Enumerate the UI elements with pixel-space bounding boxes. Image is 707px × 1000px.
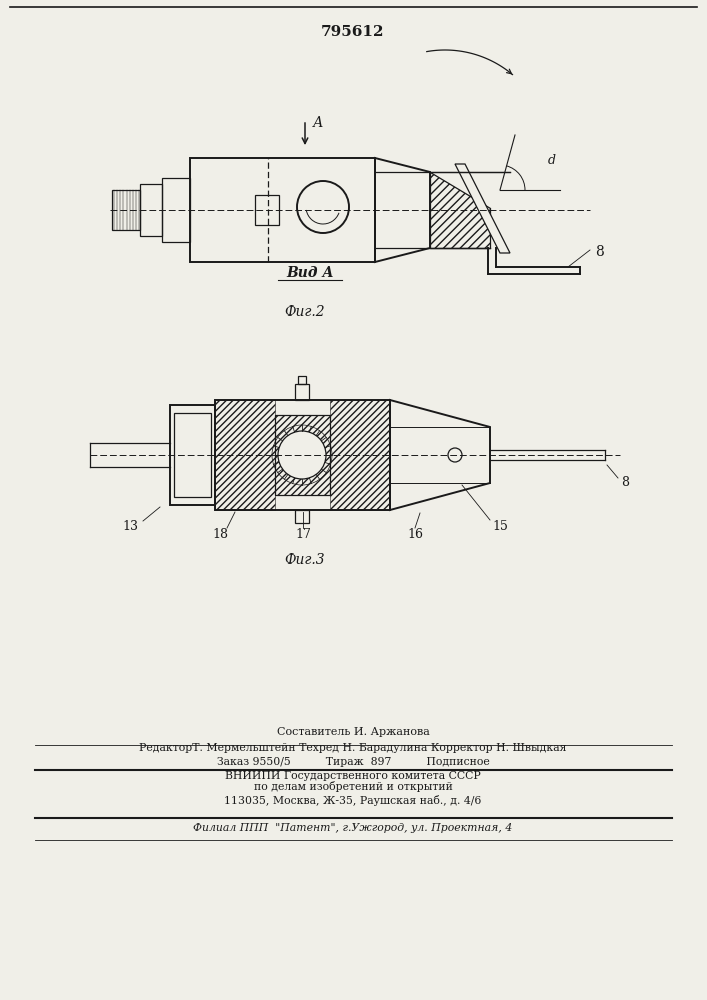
Text: ВНИИПИ Государственного комитета СССР: ВНИИПИ Государственного комитета СССР bbox=[225, 771, 481, 781]
Text: d: d bbox=[548, 153, 556, 166]
Polygon shape bbox=[455, 164, 510, 253]
Text: 795612: 795612 bbox=[321, 25, 385, 39]
Text: РедакторТ. Мермельштейн Техред Н. Барадулина Корректор Н. Швыдкая: РедакторТ. Мермельштейн Техред Н. Бараду… bbox=[139, 743, 567, 753]
Text: 8: 8 bbox=[595, 245, 604, 259]
Bar bbox=[298, 376, 306, 384]
Text: по делам изобретений и открытий: по делам изобретений и открытий bbox=[254, 782, 452, 792]
Text: А: А bbox=[313, 116, 324, 130]
Bar bbox=[295, 510, 309, 523]
Text: Заказ 9550/5          Тираж  897          Подписное: Заказ 9550/5 Тираж 897 Подписное bbox=[216, 757, 489, 767]
Text: Фиг.2: Фиг.2 bbox=[285, 305, 325, 319]
Text: Составитель И. Аржанова: Составитель И. Аржанова bbox=[276, 727, 429, 737]
Text: 18: 18 bbox=[212, 528, 228, 542]
Text: 17: 17 bbox=[295, 528, 311, 542]
Text: 13: 13 bbox=[122, 520, 138, 534]
Text: 15: 15 bbox=[492, 520, 508, 534]
Text: 8: 8 bbox=[621, 477, 629, 489]
Text: Фиг.3: Фиг.3 bbox=[285, 553, 325, 567]
Text: 113035, Москва, Ж-35, Раушская наб., д. 4/6: 113035, Москва, Ж-35, Раушская наб., д. … bbox=[224, 794, 481, 806]
Text: Вид А: Вид А bbox=[286, 266, 334, 280]
Bar bbox=[295, 384, 309, 400]
Text: Филиал ППП  "Патент", г.Ужгород, ул. Проектная, 4: Филиал ППП "Патент", г.Ужгород, ул. Прое… bbox=[194, 823, 513, 833]
Circle shape bbox=[278, 431, 326, 479]
Text: 16: 16 bbox=[407, 528, 423, 542]
